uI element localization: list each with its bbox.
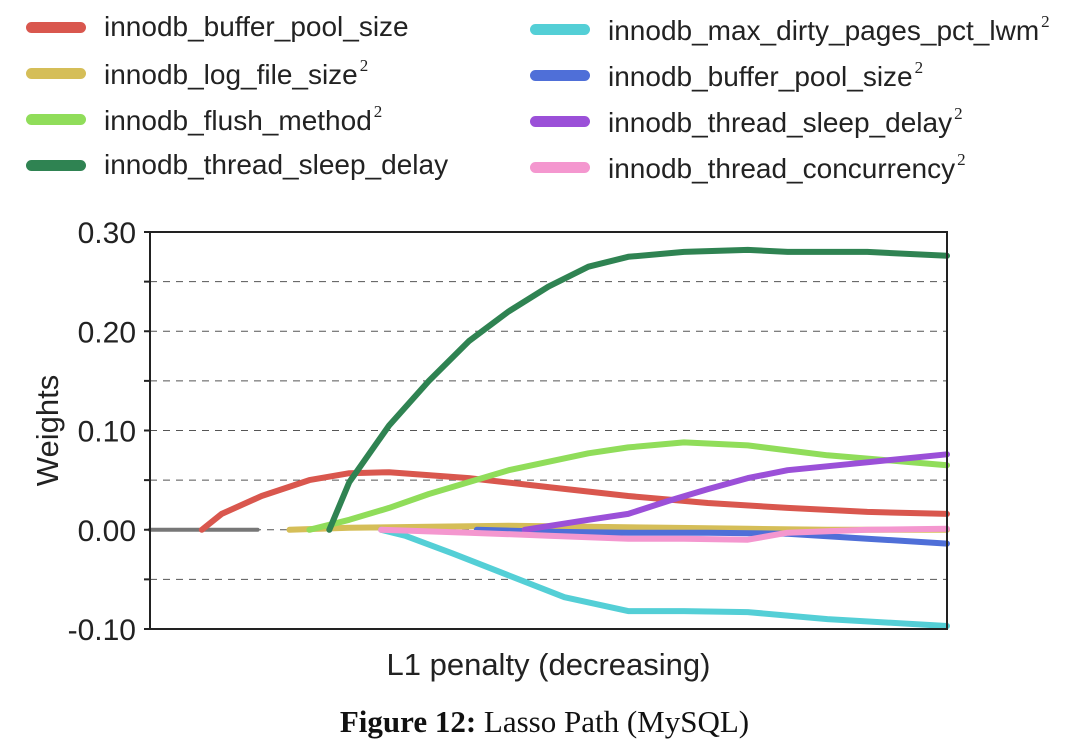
lasso-path-chart: -0.10 0.00 0.10 0.20 0.30 Weights L1 penalty… (30, 217, 950, 682)
series-line (378, 525, 950, 543)
caption-label: Figure 12: (339, 704, 477, 739)
y-tick-label: 0.20 (78, 316, 136, 349)
legend-label: innodb_buffer_pool_size 2 (608, 57, 924, 92)
y-tick-label: 0.00 (78, 515, 136, 548)
legend-swatch (26, 113, 86, 125)
legend-label: innodb_log_file_size 2 (104, 55, 369, 90)
series-line (198, 469, 950, 533)
legend-label: innodb_max_dirty_pages_pct_lwm 2 (608, 11, 1050, 46)
caption-text: Lasso Path (MySQL) (483, 704, 750, 739)
legend-item: innodb_buffer_pool_size (26, 7, 409, 47)
legend-item: innodb_thread_sleep_delay 2 (530, 101, 963, 141)
legend-item: innodb_buffer_pool_size 2 (530, 55, 923, 95)
legend-swatch (530, 23, 590, 35)
legend-swatch (530, 115, 590, 127)
figure-caption: Figure 12: Lasso Path (MySQL) (0, 704, 1089, 740)
legend-swatch (26, 67, 86, 79)
legend-item: innodb_flush_method 2 (26, 99, 382, 139)
legend-item: innodb_thread_sleep_delay (26, 145, 448, 185)
legend-item: innodb_max_dirty_pages_pct_lwm 2 (530, 9, 1050, 49)
y-tick-label: 0.10 (78, 416, 136, 449)
legend-swatch (26, 21, 86, 33)
legend-superscript: 2 (359, 55, 369, 75)
series-line (521, 451, 950, 533)
series-line (326, 246, 950, 533)
legend-superscript: 2 (954, 103, 963, 123)
legend-label: innodb_thread_concurrency 2 (608, 149, 966, 184)
legend-swatch (530, 161, 590, 173)
legend-item: innodb_thread_concurrency 2 (530, 147, 966, 187)
y-ticks: -0.10 0.00 0.10 0.20 0.30 (68, 217, 150, 647)
legend-swatch (530, 69, 590, 81)
series-line (378, 526, 950, 629)
legend-swatch (26, 159, 86, 171)
legend-superscript: 2 (373, 101, 383, 121)
series-line (306, 439, 950, 533)
legend-label: innodb_flush_method 2 (104, 101, 383, 136)
x-axis-label: L1 penalty (decreasing) (387, 647, 711, 682)
y-tick-label: 0.30 (78, 217, 136, 250)
legend-label: innodb_buffer_pool_size (104, 11, 409, 42)
y-tick-label: -0.10 (68, 614, 136, 647)
legend-label: innodb_thread_sleep_delay 2 (608, 103, 963, 138)
y-axis-label: Weights (30, 375, 65, 486)
legend-superscript: 2 (957, 149, 966, 169)
legend-item: innodb_log_file_size 2 (26, 53, 368, 93)
series-lines (148, 246, 950, 629)
legend-superscript: 2 (1041, 11, 1050, 31)
series-line (473, 526, 950, 547)
legend-label: innodb_thread_sleep_delay (104, 149, 449, 180)
legend-superscript: 2 (914, 57, 924, 77)
